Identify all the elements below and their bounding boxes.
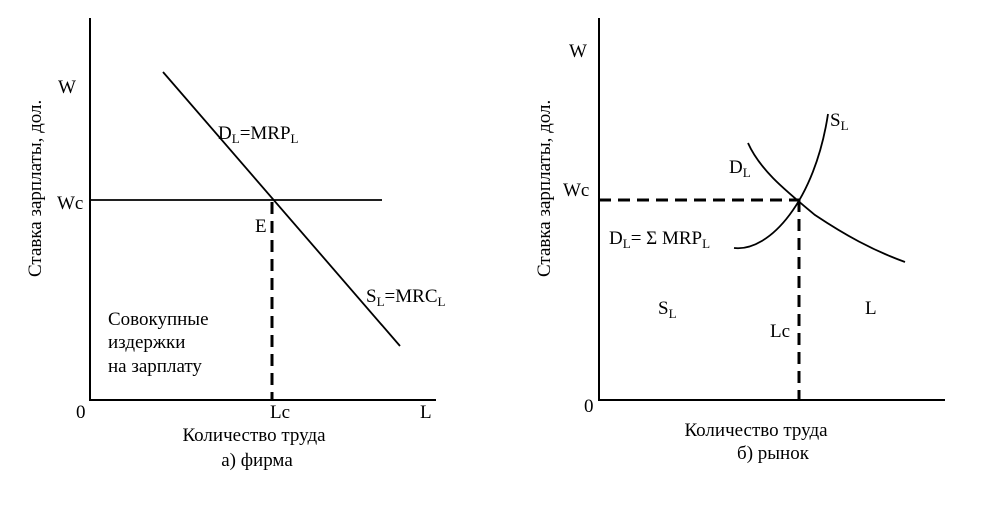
right-demand-curve	[747, 142, 906, 263]
right-dl-curve-label: DL	[729, 157, 751, 180]
left-area-line-2: издержки	[108, 332, 185, 353]
left-supply-label: SL=MRCL	[366, 286, 446, 309]
right-supply-curve	[733, 113, 829, 249]
left-wc-label: Wc	[57, 193, 83, 214]
left-x-axis-label: Количество труда	[182, 425, 326, 446]
left-y-axis-label: Ставка зарплаты, дол.	[25, 100, 46, 277]
right-l-label: L	[865, 298, 877, 319]
right-wc-label: Wc	[563, 180, 589, 201]
left-area-line-1: Совокупные	[108, 309, 209, 330]
right-caption: б) рынок	[737, 443, 810, 464]
left-l-label: L	[420, 402, 432, 423]
right-lc-label: Lc	[770, 321, 790, 342]
left-demand-line	[162, 71, 401, 347]
right-sum-mrp-label: DL= Σ MRPL	[609, 228, 710, 251]
right-origin-label: 0	[584, 396, 594, 417]
left-area-line-3: на зарплату	[108, 356, 202, 377]
market-panel: Ставка зарплаты, дол. W Wc 0 Lc L SL DL …	[534, 18, 945, 464]
left-origin-label: 0	[76, 402, 86, 423]
firm-panel: Ставка зарплаты, дол. W Wc 0 Lc L E DL=M…	[25, 18, 446, 471]
right-x-axis-label: Количество труда	[684, 420, 828, 441]
left-e-label: E	[255, 216, 267, 237]
left-w-label: W	[58, 77, 76, 98]
right-y-axis-label: Ставка зарплаты, дол.	[534, 100, 555, 277]
left-demand-label: DL=MRPL	[218, 123, 299, 146]
right-w-label: W	[569, 41, 587, 62]
right-sl-curve-label: SL	[830, 110, 849, 133]
left-caption: а) фирма	[221, 450, 293, 471]
right-sl-area-label: SL	[658, 298, 677, 321]
left-lc-label: Lc	[270, 402, 290, 423]
